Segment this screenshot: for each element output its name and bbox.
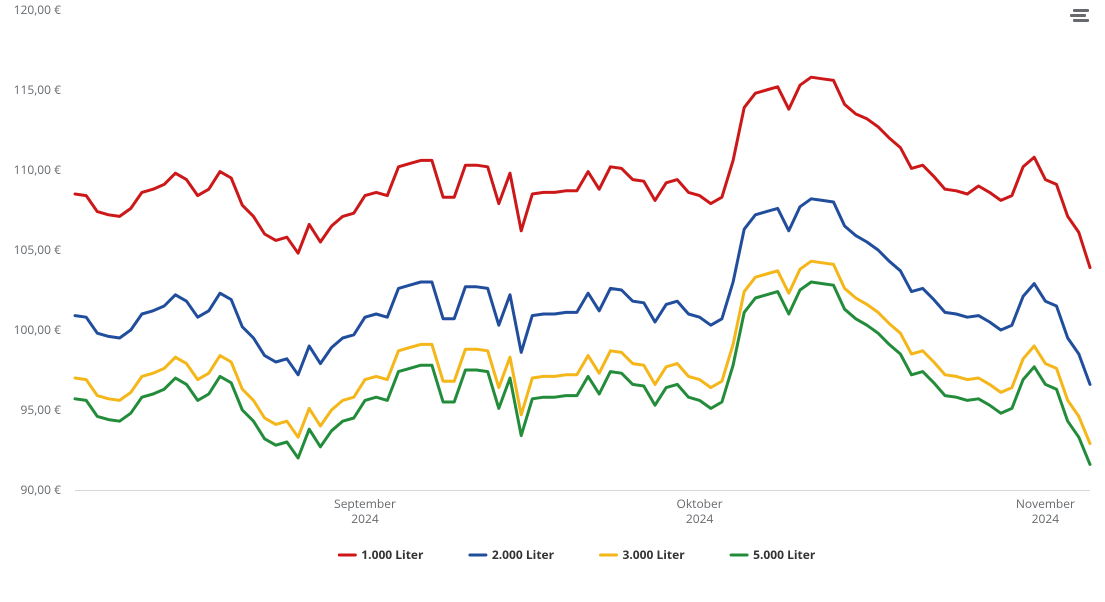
y-axis-label: 105,00 € [14,241,62,258]
x-axis-label-year: 2024 [686,510,714,527]
legend-label[interactable]: 3.000 Liter [623,546,686,563]
y-axis-label: 115,00 € [14,81,62,98]
series-line [75,282,1090,464]
price-line-chart: 90,00 € 95,00 € 100,00 € 105,00 € 110,00 € 11… [0,0,1105,602]
x-axis-label-year: 2024 [1032,510,1060,527]
y-axis-label: 110,00 € [14,161,62,178]
legend-label[interactable]: 5.000 Liter [753,546,816,563]
legend-label[interactable]: 2.000 Liter [492,546,555,563]
y-axis-label: 120,00 € [14,1,62,18]
series-line [75,261,1090,443]
y-axis-label: 90,00 € [20,481,61,498]
chart-menu-button[interactable] [1067,6,1089,26]
series-line [75,199,1090,385]
legend-label[interactable]: 1.000 Liter [361,546,424,563]
x-axis-label-year: 2024 [351,510,379,527]
y-axis-label: 100,00 € [14,321,62,338]
series-line [75,77,1090,267]
y-axis-label: 95,00 € [20,401,61,418]
